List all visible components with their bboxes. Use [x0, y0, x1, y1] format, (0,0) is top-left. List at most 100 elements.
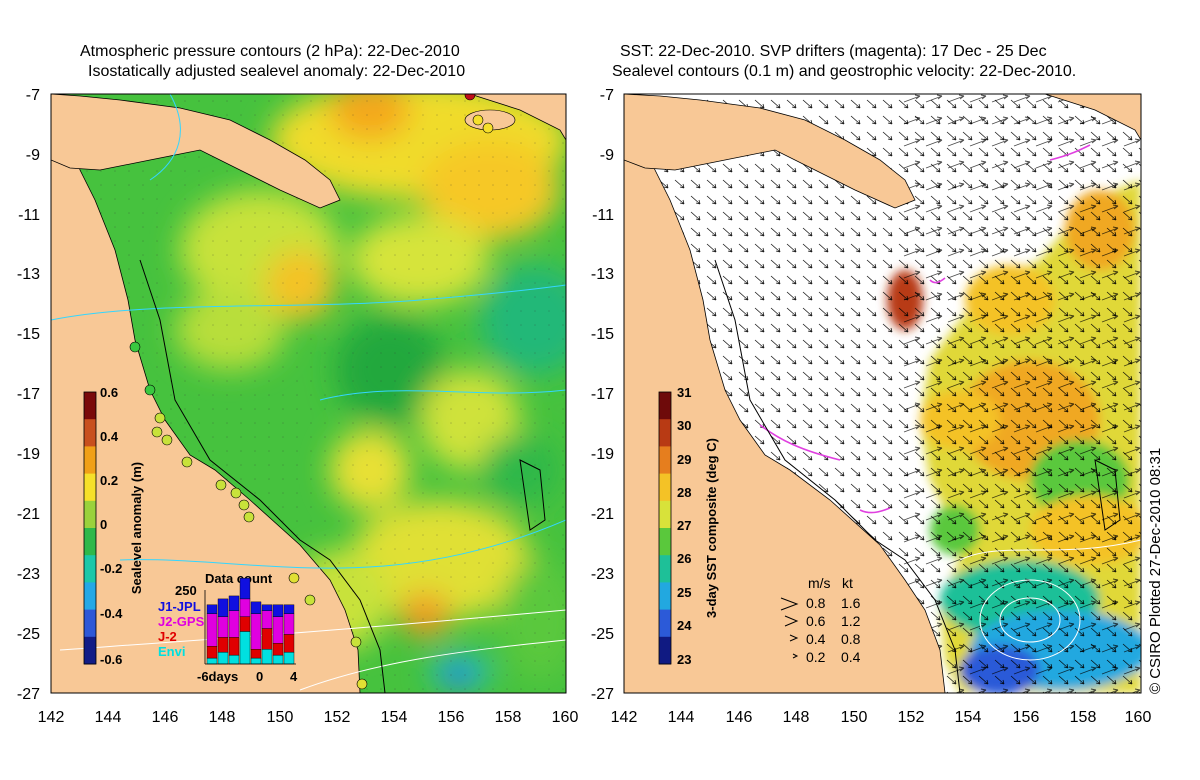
right-ytick-label: -15 — [591, 326, 614, 343]
data-count-bar-segment — [283, 651, 295, 665]
velocity-arrow-0-6 — [784, 615, 799, 627]
sst-colorbar-segment — [659, 392, 671, 420]
right-ytick-label: -25 — [591, 626, 614, 643]
data-count-bar-segment — [228, 610, 240, 638]
velocity-arrow-0-4 — [789, 634, 799, 642]
sst-colorbar-tick: 23 — [677, 652, 691, 667]
left-ytick-label: -9 — [26, 147, 40, 164]
data-count-bar-segment — [217, 598, 229, 617]
left-xtick-label: 144 — [95, 709, 122, 726]
velocity-legend-kt: 1.6 — [841, 595, 861, 611]
left-xtick-label: 160 — [552, 709, 579, 726]
velocity-legend-kt-header: kt — [842, 575, 853, 591]
left-xtick-label: 142 — [38, 709, 65, 726]
sealevel-colorbar-segment — [84, 528, 96, 556]
sealevel-colorbar-tick: -0.6 — [100, 652, 122, 667]
inset-xlabel: -6days — [197, 669, 238, 684]
sst-colorbar: 31 30 29 28 27 26 25 24 23 3-day SST com… — [658, 385, 719, 667]
data-count-bar-segment — [272, 616, 284, 644]
right-ytick-label: -23 — [591, 566, 614, 583]
right-y-axis: -7 -9 -11 -13 -15 -17 -19 -21 -23 -25 -2… — [591, 87, 614, 703]
right-xtick-label: 146 — [726, 709, 753, 726]
data-count-bar-segment — [217, 651, 229, 665]
sst-colorbar-segment — [659, 446, 671, 475]
inset-legend-j1-jpl: J1-JPL — [158, 599, 201, 614]
left-xtick-label: 150 — [267, 709, 294, 726]
left-ytick-label: -19 — [17, 446, 40, 463]
inset-legend-envi: Envi — [158, 644, 185, 659]
data-count-bar-segment — [228, 637, 240, 656]
data-count-bar-segment — [261, 628, 273, 650]
left-xtick-label: 152 — [324, 709, 351, 726]
right-ytick-label: -9 — [600, 147, 614, 164]
new-guinea-landmass — [51, 94, 341, 209]
left-map-frame — [50, 93, 567, 694]
sealevel-colorbar-tick: 0.4 — [100, 429, 119, 444]
right-ytick-label: -17 — [591, 386, 614, 403]
sealevel-colorbar-segment — [84, 582, 96, 611]
sst-colorbar-tick: 28 — [677, 485, 691, 500]
velocity-legend-ms-header: m/s — [808, 575, 831, 591]
inset-legend-j-2: J-2 — [158, 629, 177, 644]
sst-colorbar-segment — [659, 582, 671, 611]
sealevel-contours — [959, 539, 1141, 661]
sealevel-colorbar-segment — [84, 473, 96, 502]
sealevel-colorbar: 0.6 0.4 0.2 0 -0.2 -0.4 -0.6 Sealevel an… — [83, 385, 144, 667]
sst-colorbar-tick: 27 — [677, 518, 691, 533]
australia-landmass-right — [624, 94, 946, 693]
inset-title: Data count — [205, 571, 273, 586]
data-count-bar-segment — [206, 646, 218, 659]
sst-colorbar-tick: 31 — [677, 385, 691, 400]
right-xtick-label: 152 — [898, 709, 925, 726]
velocity-legend-ms: 0.4 — [806, 631, 826, 647]
sealevel-colorbar-segment — [84, 500, 96, 529]
right-map — [624, 94, 1141, 693]
sealevel-colorbar-tick: 0.6 — [100, 385, 118, 400]
tide-gauge-markers — [129, 94, 494, 690]
left-ytick-label: -15 — [17, 326, 40, 343]
sst-colorbar-segment — [659, 473, 671, 502]
left-title-line2: Isostatically adjusted sealevel anomaly:… — [88, 63, 466, 80]
right-ytick-label: -11 — [592, 207, 614, 224]
inset-xlabel: 0 — [256, 669, 263, 684]
sealevel-colorbar-segment — [84, 419, 96, 447]
left-xtick-label: 158 — [495, 709, 522, 726]
inset-legend-j2-gps: J2-GPS — [158, 614, 205, 629]
left-ytick-label: -7 — [26, 87, 40, 104]
svp-drifter-tracks — [759, 144, 1091, 514]
sst-colorbar-segment — [659, 419, 671, 447]
sst-colorbar-segment — [659, 500, 671, 529]
right-x-axis: 142 144 146 148 150 152 154 156 158 160 — [611, 709, 1152, 726]
data-count-bar-segment — [250, 649, 262, 659]
sealevel-colorbar-tick: -0.4 — [100, 606, 123, 621]
sst-colorbar-tick: 30 — [677, 418, 691, 433]
velocity-legend-ms: 0.6 — [806, 613, 826, 629]
right-xtick-label: 154 — [955, 709, 982, 726]
data-count-bar-segment — [217, 637, 229, 653]
data-count-inset: 250 Data count J1-JPL J2-GPS J-2 Envi -6… — [158, 571, 298, 684]
data-count-bar-segment — [228, 595, 240, 611]
right-xtick-label: 148 — [783, 709, 810, 726]
left-ytick-label: -11 — [18, 207, 40, 224]
right-title-line1: SST: 22-Dec-2010. SVP drifters (magenta)… — [620, 43, 1047, 60]
sealevel-colorbar-tick: -0.2 — [100, 561, 122, 576]
right-xtick-label: 158 — [1070, 709, 1097, 726]
left-xtick-label: 146 — [152, 709, 179, 726]
right-map-frame — [623, 93, 1142, 694]
sealevel-colorbar-segment — [84, 392, 96, 420]
velocity-arrow-0-2 — [792, 653, 799, 659]
right-ytick-label: -7 — [600, 87, 614, 104]
data-count-bar-segment — [239, 631, 251, 665]
right-xtick-label: 156 — [1013, 709, 1040, 726]
velocity-legend: m/s kt 0.8 1.6 0.6 1.2 0.4 0.8 0.2 0.4 — [780, 575, 861, 665]
inset-xlabel: 4 — [290, 669, 298, 684]
data-count-bar-segment — [272, 654, 284, 665]
velocity-legend-kt: 0.8 — [841, 631, 861, 647]
data-count-bar-segment — [239, 616, 251, 632]
left-ytick-label: -23 — [17, 566, 40, 583]
sst-colorbar-tick: 25 — [677, 585, 691, 600]
sst-colorbar-tick: 26 — [677, 551, 691, 566]
velocity-legend-kt: 0.4 — [841, 649, 861, 665]
left-xtick-label: 154 — [381, 709, 408, 726]
data-count-bar-segment — [250, 613, 262, 650]
